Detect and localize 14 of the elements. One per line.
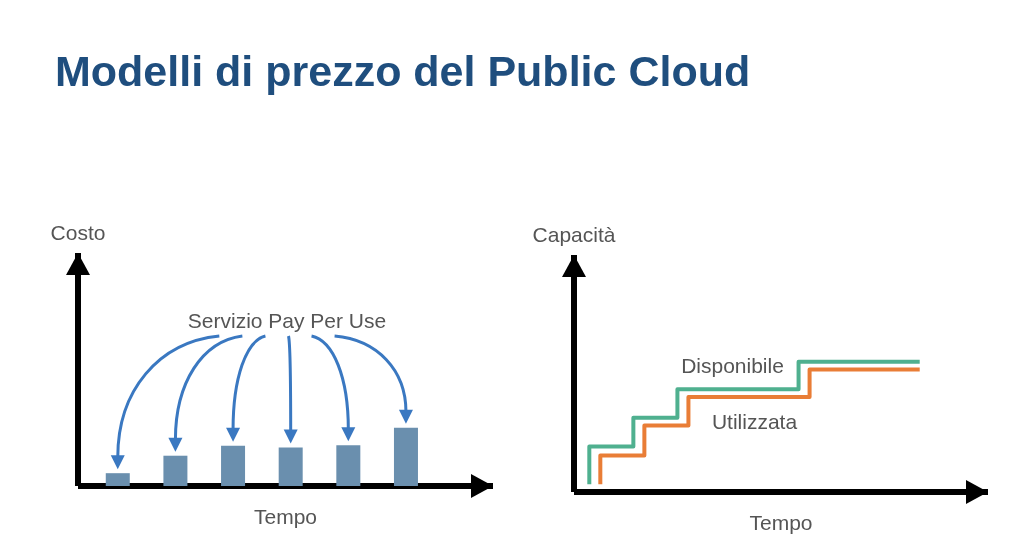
series-label: Disponibile [681,354,784,378]
bar [105,473,130,486]
chart-title: Modelli di prezzo del Public Cloud [55,47,751,96]
text: Servizio Pay Per Use [187,308,387,332]
bar [336,445,361,486]
bar [163,455,188,486]
y-axis-title: Costo [50,221,106,244]
y-axis-title: Capacità [532,223,616,246]
x-axis-title: Tempo [253,505,318,528]
series-label: Utilizzata [711,409,798,433]
bar [221,445,246,486]
bar [393,427,418,486]
x-axis-title: Tempo [749,511,813,534]
bar [278,447,303,486]
